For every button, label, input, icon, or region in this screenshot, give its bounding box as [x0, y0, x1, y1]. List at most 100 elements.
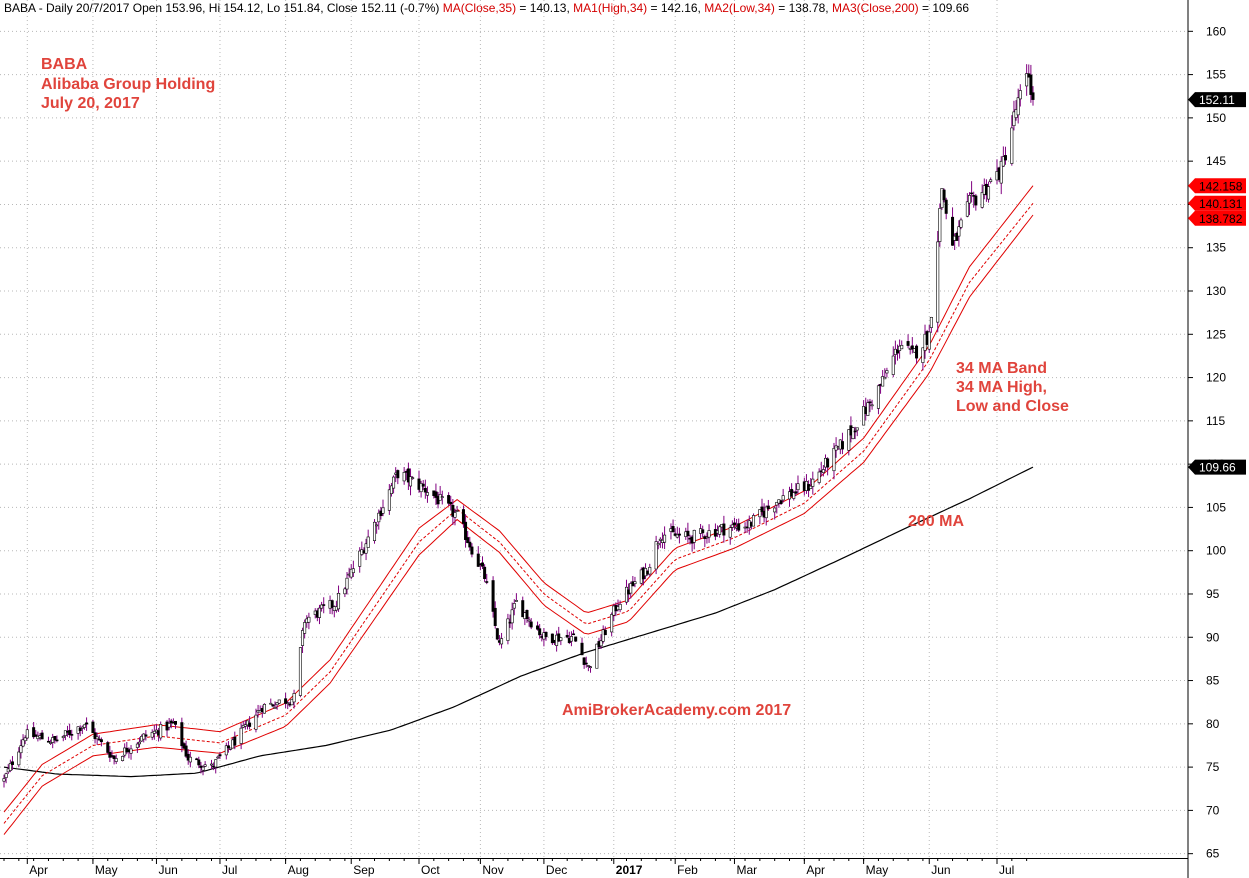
candle-body-up: [1010, 127, 1014, 164]
candle: [752, 513, 756, 527]
x-tick-label: Jun: [158, 863, 177, 877]
candle-body-up: [624, 586, 628, 603]
candle-body-up: [957, 226, 961, 237]
candle-body-up: [821, 469, 825, 473]
candle-body-down: [180, 722, 184, 747]
candle-body-down: [108, 751, 112, 758]
candle: [760, 498, 764, 516]
candle-body-up: [514, 600, 518, 602]
candle: [419, 480, 423, 498]
candle-body-up: [229, 747, 233, 750]
candle: [692, 529, 696, 550]
candle-body-up: [648, 566, 652, 575]
candle-body-up: [752, 515, 756, 527]
candle: [199, 761, 203, 774]
candle: [214, 759, 218, 774]
candle-body-up: [21, 739, 25, 747]
candle-body-up: [2, 778, 6, 782]
candle-body-up: [273, 707, 277, 709]
price-label-box: [1188, 210, 1246, 226]
candle: [527, 616, 531, 627]
candle-body-up: [775, 501, 779, 506]
candle-body-up: [224, 745, 228, 756]
candle: [70, 729, 74, 741]
candle: [483, 564, 487, 583]
candle: [95, 732, 99, 745]
x-tick-label: May: [866, 863, 889, 877]
candle-body-down: [779, 500, 783, 505]
candle: [821, 464, 825, 477]
candle-body-up: [1001, 156, 1005, 167]
candle: [2, 774, 6, 788]
candle: [434, 483, 438, 505]
candle: [811, 471, 815, 495]
annotation-band-line2: 34 MA High,: [956, 379, 1047, 396]
candle: [203, 761, 207, 768]
price-label: 152.11: [1188, 92, 1246, 108]
candle: [273, 701, 277, 709]
candle: [705, 532, 709, 544]
candle: [262, 703, 266, 714]
price-label-text: 109.66: [1199, 461, 1236, 475]
candle: [1029, 64, 1033, 103]
candle: [49, 739, 53, 746]
candle-body-up: [254, 714, 258, 730]
candle-body-up: [203, 764, 207, 767]
candle-body-up: [610, 614, 614, 633]
candle-body-up: [633, 581, 637, 585]
candle: [675, 526, 679, 539]
candle: [114, 754, 118, 765]
candle-body-down: [451, 504, 455, 517]
candle: [766, 499, 770, 511]
candle-body-down: [195, 758, 199, 761]
x-tick-label: Nov: [482, 863, 503, 877]
candle-body-down: [485, 581, 489, 583]
candle-body-up: [796, 483, 800, 491]
candle-body-up: [440, 496, 444, 498]
candle: [8, 759, 12, 773]
candle-body-down: [895, 349, 899, 354]
candle-body-down: [493, 607, 497, 626]
candle: [718, 524, 722, 538]
candle: [809, 478, 813, 490]
y-tick-label: 120: [1206, 371, 1226, 385]
candle-body-up: [809, 485, 813, 489]
candle-body-down: [525, 609, 529, 620]
candle-body-down: [423, 487, 427, 493]
candle: [277, 699, 281, 705]
price-label-text: 140.131: [1199, 197, 1243, 211]
candle: [481, 556, 485, 570]
candle-body-up: [4, 773, 8, 778]
candle: [999, 156, 1003, 195]
x-tick-label: Apr: [806, 863, 825, 877]
candle: [464, 514, 468, 548]
candle-body-up: [601, 629, 605, 642]
candle-body-down: [544, 631, 548, 638]
candle-body-up: [121, 756, 125, 761]
candle-body-down: [760, 506, 764, 512]
candle: [707, 524, 711, 543]
price-label-text: 152.11: [1199, 93, 1235, 107]
candle-body-down: [483, 566, 487, 580]
candle: [25, 724, 29, 740]
candle: [224, 742, 228, 760]
candle-body-up: [692, 529, 696, 543]
candle-body-up: [351, 568, 355, 574]
candle-body-up: [455, 510, 459, 512]
candle: [732, 517, 736, 530]
candle: [184, 740, 188, 759]
candle-body-up: [989, 179, 993, 182]
candle: [601, 625, 605, 644]
candle-body-down: [951, 216, 955, 246]
candle: [150, 729, 154, 741]
candle-body-down: [174, 720, 178, 725]
candle: [980, 184, 984, 209]
candle-body-down: [910, 345, 914, 350]
annotation-company: Alibaba Group Holding: [41, 76, 215, 93]
candle-body-up: [138, 741, 142, 745]
candle: [677, 527, 681, 544]
candle: [485, 573, 489, 585]
candle: [957, 220, 961, 247]
candle-body-down: [550, 633, 554, 644]
